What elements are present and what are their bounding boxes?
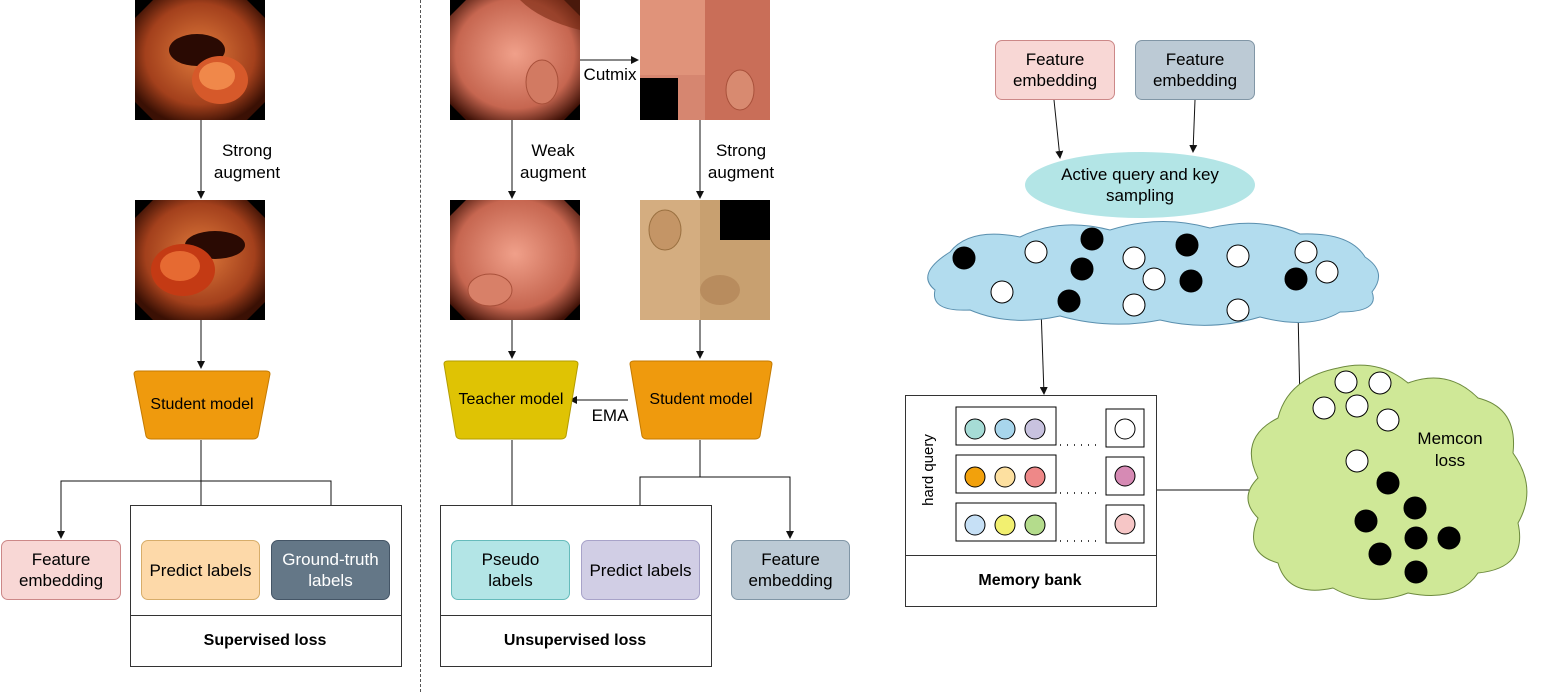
unsupervised-loss-title: Unsupervised loss <box>441 630 709 652</box>
sup-feature-embedding: Feature embedding <box>1 540 121 600</box>
memcon-loss-label: Memcon loss <box>1417 429 1483 470</box>
teacher-model: Teacher model <box>442 360 580 440</box>
queue-item <box>1024 466 1046 488</box>
sample-filled <box>952 246 976 270</box>
sample-filled <box>1057 289 1081 313</box>
unlabeled-image-original <box>450 0 580 120</box>
memory-bank-title: Memory bank <box>906 570 1154 592</box>
sample-filled <box>1070 257 1094 281</box>
queue-item <box>964 418 986 440</box>
sample-filled <box>1080 227 1104 251</box>
unsup-loss-separator <box>440 615 711 616</box>
memory-bank-queues <box>955 406 1145 544</box>
queue-item <box>994 514 1016 536</box>
memcon-sample-empty <box>1345 449 1369 473</box>
queue-item <box>994 466 1016 488</box>
weak-augment-label: Weak augment <box>520 140 587 184</box>
sample-empty <box>1226 244 1250 268</box>
sample-filled <box>1284 267 1308 291</box>
memcon-sample-filled <box>1354 509 1378 533</box>
unsup-strong-augment-label: Strong augment <box>706 140 776 184</box>
sup-student-model: Student model <box>132 370 272 440</box>
sample-empty <box>990 280 1014 304</box>
cutmix-image <box>640 0 770 120</box>
sample-empty <box>1122 293 1146 317</box>
sample-filled <box>1179 269 1203 293</box>
sup-ground-truth-labels: Ground-truth labels <box>271 540 390 600</box>
memory-feature-embedding-pink: Feature embedding <box>995 40 1115 100</box>
polyp-image-original <box>135 0 265 120</box>
sample-empty <box>1294 240 1318 264</box>
sample-empty <box>1122 246 1146 270</box>
queue-item <box>994 418 1016 440</box>
sup-loss-separator <box>130 615 401 616</box>
polyp-image-strong-augmented <box>135 200 265 320</box>
sup-predict-labels: Predict labels <box>141 540 260 600</box>
ema-label: EMA <box>588 405 632 427</box>
hard-query-label: hard query <box>920 434 937 506</box>
memory-bank-separator <box>905 555 1156 556</box>
sample-filled <box>1175 233 1199 257</box>
sample-empty <box>1142 267 1166 291</box>
memcon-sample-empty <box>1334 370 1358 394</box>
sample-cloud <box>927 220 1380 326</box>
pseudo-labels: Pseudo labels <box>451 540 570 600</box>
queue-item <box>964 466 986 488</box>
memcon-sample-empty <box>1312 396 1336 420</box>
memcon-sample-filled <box>1404 560 1428 584</box>
memcon-sample-filled <box>1404 526 1428 550</box>
memory-feature-embedding-slate: Feature embedding <box>1135 40 1255 100</box>
queue-item <box>1024 514 1046 536</box>
memcon-sample-empty <box>1376 408 1400 432</box>
unsup-student-model: Student model <box>628 360 774 440</box>
sample-empty <box>1226 298 1250 322</box>
unsup-feature-embedding: Feature embedding <box>731 540 850 600</box>
queue-item <box>1024 418 1046 440</box>
sup-strong-augment-label: Strong augment <box>212 140 282 184</box>
sample-empty <box>1024 240 1048 264</box>
supervised-loss-title: Supervised loss <box>131 630 399 652</box>
queue-item <box>1114 513 1136 535</box>
weak-augmented-image <box>450 200 580 320</box>
memcon-sample-filled <box>1376 471 1400 495</box>
memcon-sample-empty <box>1345 394 1369 418</box>
memcon-sample-filled <box>1437 526 1461 550</box>
memcon-cloud <box>1247 364 1528 600</box>
strong-augmented-cutmix-image <box>640 200 770 320</box>
memcon-sample-empty <box>1368 371 1392 395</box>
cutmix-label: Cutmix <box>580 64 640 86</box>
unsup-predict-labels: Predict labels <box>581 540 700 600</box>
queue-item <box>1114 465 1136 487</box>
queue-item <box>1114 418 1136 440</box>
sample-empty <box>1315 260 1339 284</box>
section-divider <box>420 0 421 692</box>
memcon-sample-filled <box>1403 496 1427 520</box>
queue-item <box>964 514 986 536</box>
memcon-sample-filled <box>1368 542 1392 566</box>
active-query-key-sampling: Active query and key sampling <box>1025 152 1255 218</box>
